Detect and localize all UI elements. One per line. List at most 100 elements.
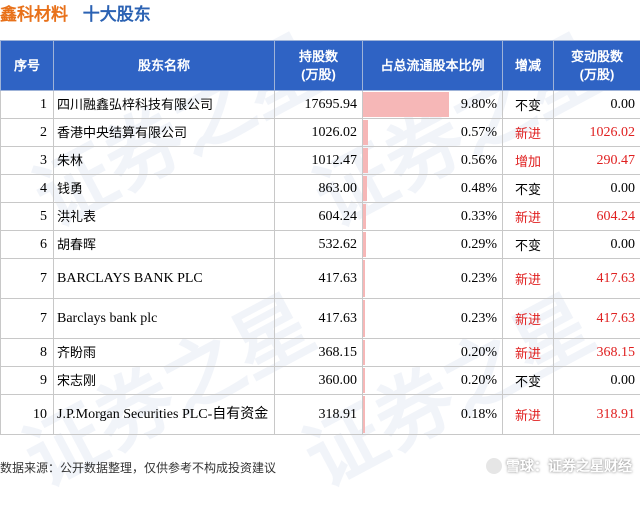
header-shares: 持股数(万股) (275, 41, 363, 91)
ratio-value: 0.23% (363, 311, 502, 327)
cell-name: BARCLAYS BANK PLC (54, 259, 275, 299)
cell-rank: 8 (1, 339, 54, 367)
cell-shares: 1026.02 (275, 119, 363, 147)
cell-ratio: 0.18% (363, 395, 503, 435)
cell-shares: 417.63 (275, 299, 363, 339)
brand-logo: 雪球：证券之星财经 (486, 456, 632, 476)
cell-name: Barclays bank plc (54, 299, 275, 339)
cell-shares: 17695.94 (275, 91, 363, 119)
cell-ratio: 0.23% (363, 299, 503, 339)
cell-rank: 3 (1, 147, 54, 175)
cell-ratio: 0.48% (363, 175, 503, 203)
cell-shares: 604.24 (275, 203, 363, 231)
cell-change: 不变 (503, 91, 554, 119)
cell-rank: 5 (1, 203, 54, 231)
cell-change-shares: 318.91 (554, 395, 640, 435)
ratio-value: 0.20% (363, 373, 502, 389)
cell-name: 钱勇 (54, 175, 275, 203)
cell-change: 不变 (503, 367, 554, 395)
ratio-value: 0.33% (363, 209, 502, 225)
cell-ratio: 0.20% (363, 339, 503, 367)
cell-name: 洪礼表 (54, 203, 275, 231)
cell-ratio: 9.80% (363, 91, 503, 119)
cell-change: 新进 (503, 119, 554, 147)
cell-shares: 318.91 (275, 395, 363, 435)
cell-name: J.P.Morgan Securities PLC-自有资金 (54, 395, 275, 435)
cell-change-shares: 368.15 (554, 339, 640, 367)
ratio-value: 0.48% (363, 181, 502, 197)
table-header-row: 序号 股东名称 持股数(万股) 占总流通股本比例 增减 变动股数(万股) (1, 41, 640, 91)
header-rank: 序号 (1, 41, 54, 91)
cell-shares: 863.00 (275, 175, 363, 203)
cell-change-shares: 417.63 (554, 299, 640, 339)
header-name: 股东名称 (54, 41, 275, 91)
cell-shares: 532.62 (275, 231, 363, 259)
cell-name: 胡春晖 (54, 231, 275, 259)
cell-change: 不变 (503, 231, 554, 259)
cell-rank: 9 (1, 367, 54, 395)
cell-shares: 417.63 (275, 259, 363, 299)
ratio-value: 0.29% (363, 237, 502, 253)
ratio-value: 0.18% (363, 407, 502, 423)
cell-change-shares: 604.24 (554, 203, 640, 231)
brand-text: 雪球：证券之星财经 (506, 458, 632, 474)
cell-change: 不变 (503, 175, 554, 203)
cell-ratio: 0.23% (363, 259, 503, 299)
header-ratio: 占总流通股本比例 (363, 41, 503, 91)
cell-rank: 7 (1, 299, 54, 339)
cell-shares: 368.15 (275, 339, 363, 367)
cell-name: 齐盼雨 (54, 339, 275, 367)
company-name: 鑫科材料 (0, 5, 68, 24)
cell-name: 宋志刚 (54, 367, 275, 395)
cell-change-shares: 0.00 (554, 91, 640, 119)
cell-name: 朱林 (54, 147, 275, 175)
ratio-value: 9.80% (363, 97, 502, 113)
header-change: 增减 (503, 41, 554, 91)
cell-ratio: 0.56% (363, 147, 503, 175)
ratio-value: 0.23% (363, 271, 502, 287)
cell-rank: 4 (1, 175, 54, 203)
page-subtitle: 十大股东 (83, 5, 151, 24)
cell-ratio: 0.33% (363, 203, 503, 231)
cell-ratio: 0.20% (363, 367, 503, 395)
cell-change: 新进 (503, 299, 554, 339)
cell-change-shares: 290.47 (554, 147, 640, 175)
cell-change: 增加 (503, 147, 554, 175)
data-source-note: 数据来源：公开数据整理，仅供参考不构成投资建议 (0, 460, 276, 476)
cell-change: 新进 (503, 203, 554, 231)
cell-change-shares: 0.00 (554, 367, 640, 395)
cell-ratio: 0.29% (363, 231, 503, 259)
cell-shares: 360.00 (275, 367, 363, 395)
cell-name: 香港中央结算有限公司 (54, 119, 275, 147)
cell-rank: 6 (1, 231, 54, 259)
cell-change-shares: 1026.02 (554, 119, 640, 147)
cell-rank: 7 (1, 259, 54, 299)
cell-change-shares: 0.00 (554, 175, 640, 203)
cell-rank: 10 (1, 395, 54, 435)
ratio-value: 0.57% (363, 125, 502, 141)
cell-change-shares: 417.63 (554, 259, 640, 299)
page-title: 鑫科材料 十大股东 (0, 2, 151, 28)
ratio-value: 0.56% (363, 153, 502, 169)
cell-change: 新进 (503, 339, 554, 367)
cell-rank: 1 (1, 91, 54, 119)
snowball-icon (486, 458, 502, 474)
cell-name: 四川融鑫弘梓科技有限公司 (54, 91, 275, 119)
cell-change: 新进 (503, 259, 554, 299)
cell-ratio: 0.57% (363, 119, 503, 147)
cell-rank: 2 (1, 119, 54, 147)
cell-change-shares: 0.00 (554, 231, 640, 259)
ratio-value: 0.20% (363, 345, 502, 361)
